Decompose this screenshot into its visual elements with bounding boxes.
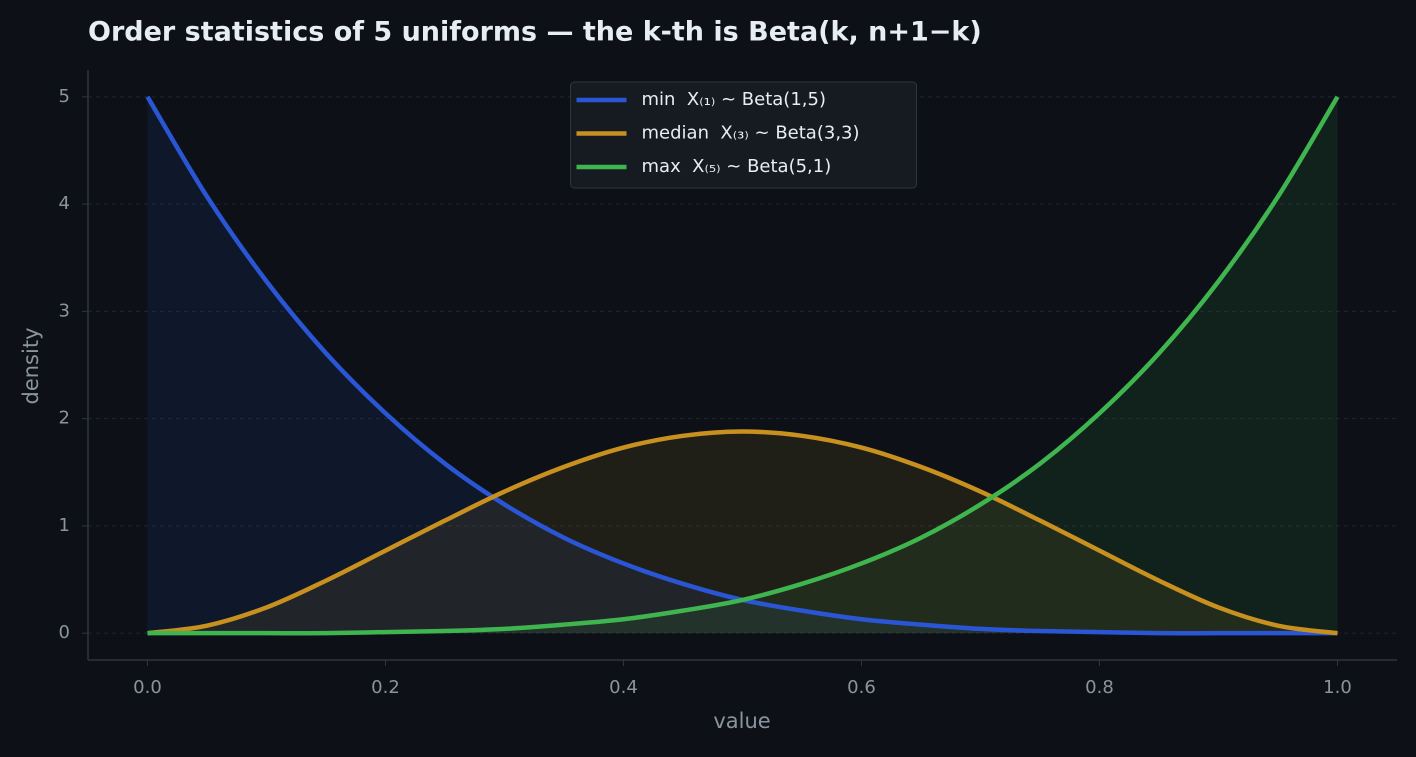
x-tick-label: 0.0	[133, 677, 162, 698]
y-tick-label: 2	[59, 408, 70, 429]
x-tick-label: 0.2	[371, 677, 400, 698]
chart-title: Order statistics of 5 uniforms — the k-t…	[88, 17, 982, 48]
legend-label: min X₍₁₎ ~ Beta(1,5)	[642, 89, 826, 110]
x-tick-label: 0.6	[847, 677, 876, 698]
y-tick-label: 4	[59, 193, 70, 214]
y-axis-label: density	[19, 328, 43, 405]
area	[147, 96, 1338, 634]
legend-box	[570, 81, 917, 189]
line	[147, 429, 1338, 636]
legend: min X₍₁₎ ~ Beta(1,5) median X₍₃₎ ~ Beta(3…	[570, 81, 917, 189]
x-tick-label: 0.4	[609, 677, 638, 698]
y-tick-label: 3	[59, 300, 70, 321]
y-tick-label: 0	[59, 622, 70, 643]
x-axis-label: value	[713, 709, 770, 733]
x-tick-label: 1.0	[1323, 677, 1352, 698]
legend-label: max X₍₅₎ ~ Beta(5,1)	[642, 156, 832, 177]
legend-label: median X₍₃₎ ~ Beta(3,3)	[642, 123, 860, 144]
line	[147, 95, 1340, 636]
y-tick-label: 5	[59, 86, 70, 107]
line	[145, 95, 1338, 636]
x-tick-label: 0.8	[1085, 677, 1114, 698]
area	[147, 431, 1338, 634]
area	[147, 96, 1338, 634]
y-tick-label: 1	[59, 515, 70, 536]
